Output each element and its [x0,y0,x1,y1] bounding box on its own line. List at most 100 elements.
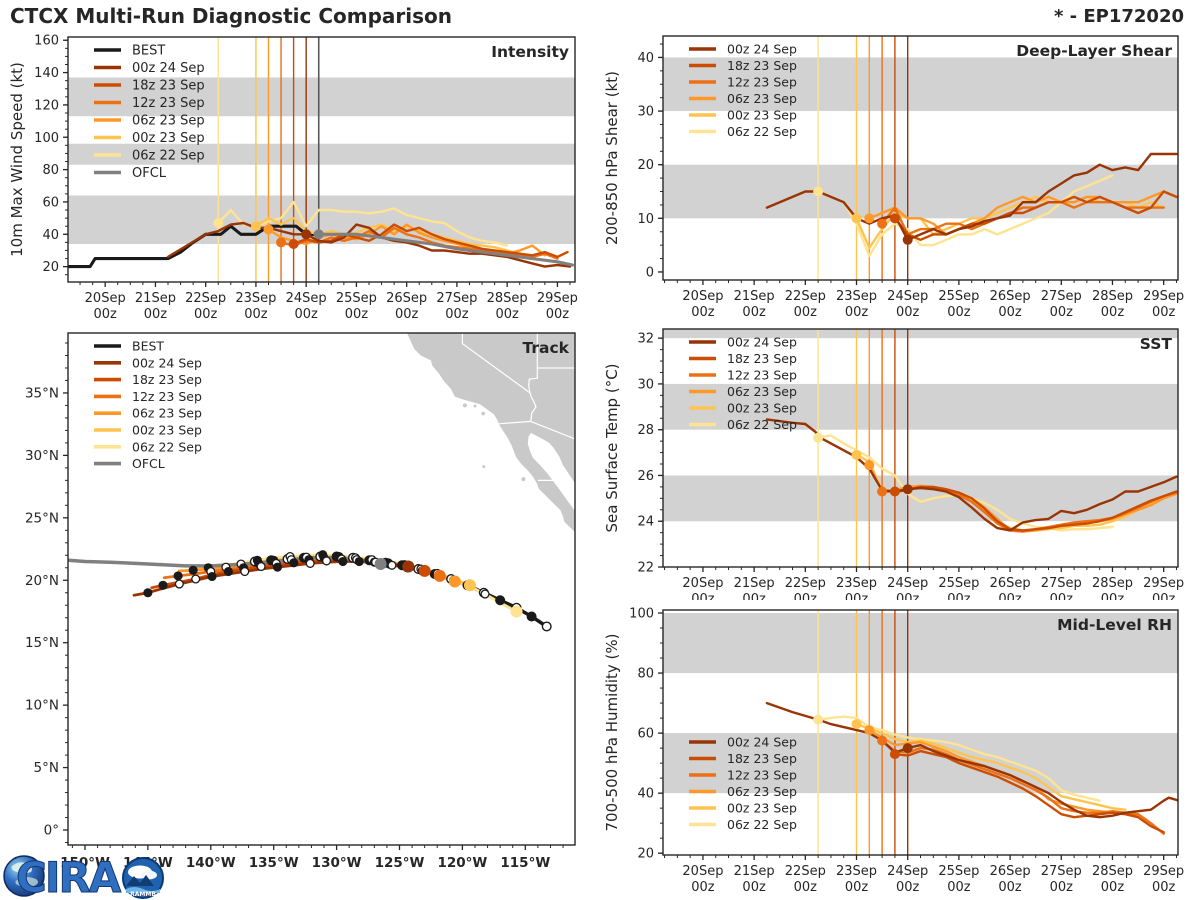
svg-text:140: 140 [34,66,59,81]
intensity-panel: 20Sep 00z 21Sep 00z 22Sep 00z 23Sep 00z 24Sep 00z… [8,34,578,318]
svg-text:Mid-Level RH: Mid-Level RH [1057,616,1172,634]
svg-text:Track: Track [523,339,570,357]
svg-text:120: 120 [34,98,59,113]
svg-text:00z 23 Sep: 00z 23 Sep [727,401,797,416]
svg-text:06z 22 Sep: 06z 22 Sep [132,149,205,164]
svg-text:15°N: 15°N [25,635,59,651]
svg-text:60: 60 [637,727,654,742]
svg-text:200-850 hPa Shear (kt): 200-850 hPa Shear (kt) [603,71,621,245]
svg-text:60: 60 [42,195,59,210]
svg-text:140°W: 140°W [186,855,236,871]
svg-text:Sea Surface Temp (°C): Sea Surface Temp (°C) [603,363,621,532]
svg-text:35°N: 35°N [25,385,59,401]
page-title: CTCX Multi-Run Diagnostic Comparison [10,4,452,28]
svg-text:00z 23 Sep: 00z 23 Sep [132,423,202,438]
svg-text:12z 23 Sep: 12z 23 Sep [727,368,797,383]
svg-text:30: 30 [637,105,654,120]
svg-text:00z 23 Sep: 00z 23 Sep [727,801,797,816]
svg-text:12z 23 Sep: 12z 23 Sep [727,75,797,90]
svg-text:18z 23 Sep: 18z 23 Sep [132,79,205,94]
svg-text:28: 28 [637,423,654,438]
svg-text:100: 100 [34,131,59,146]
svg-text:25°N: 25°N [25,510,59,526]
svg-text:40: 40 [42,228,59,243]
svg-text:100: 100 [629,607,654,622]
svg-text:30°N: 30°N [25,448,59,464]
svg-text:120°W: 120°W [437,855,487,871]
svg-text:80: 80 [637,667,654,682]
svg-text:OFCL: OFCL [132,456,165,471]
svg-text:5°N: 5°N [34,760,59,776]
svg-text:OFCL: OFCL [132,166,167,181]
svg-text:115°W: 115°W [500,855,550,871]
svg-text:12z 23 Sep: 12z 23 Sep [727,768,797,783]
svg-text:26: 26 [637,469,654,484]
sst-panel: 20Sep 00z 21Sep 00z 22Sep 00z 23Sep 00z 24Sep 00z… [603,328,1184,600]
svg-text:00z 24 Sep: 00z 24 Sep [132,355,202,370]
cira-logo-text: CIRA [16,853,122,900]
svg-text:30: 30 [637,377,654,392]
svg-text:06z 22 Sep: 06z 22 Sep [727,124,797,139]
svg-text:40: 40 [637,51,654,66]
svg-text:135°W: 135°W [249,855,299,871]
rh-panel: 20Sep 00z 21Sep 00z 22Sep 00z 23Sep 00z 24Sep 00z… [603,607,1184,895]
svg-text:Deep-Layer Shear: Deep-Layer Shear [1016,42,1172,60]
svg-text:00z 24 Sep: 00z 24 Sep [132,61,205,76]
svg-text:20°N: 20°N [25,573,59,589]
svg-text:BEST: BEST [132,339,164,354]
storm-id-label: * - EP172020 [1053,6,1184,27]
svg-text:18z 23 Sep: 18z 23 Sep [727,751,797,766]
svg-text:24: 24 [637,515,654,530]
svg-text:00z 24 Sep: 00z 24 Sep [727,735,797,750]
svg-text:32: 32 [637,332,654,347]
svg-text:0: 0 [646,265,654,280]
svg-text:00z 23 Sep: 00z 23 Sep [132,131,205,146]
svg-text:06z 22 Sep: 06z 22 Sep [727,817,797,832]
svg-text:125°W: 125°W [375,855,425,871]
svg-text:SST: SST [1140,335,1173,353]
svg-text:06z 23 Sep: 06z 23 Sep [727,384,797,399]
svg-text:00z 24 Sep: 00z 24 Sep [727,335,797,350]
svg-text:06z 23 Sep: 06z 23 Sep [132,406,202,421]
svg-text:10: 10 [637,212,654,227]
svg-text:20: 20 [637,847,654,862]
svg-text:06z 22 Sep: 06z 22 Sep [132,439,202,454]
svg-text:18z 23 Sep: 18z 23 Sep [727,58,797,73]
svg-text:40: 40 [637,787,654,802]
svg-text:20: 20 [42,260,59,275]
svg-text:10°N: 10°N [25,698,59,714]
svg-text:BEST: BEST [132,44,165,59]
svg-text:700-500 hPa Humidity (%): 700-500 hPa Humidity (%) [603,633,621,831]
svg-text:06z 23 Sep: 06z 23 Sep [727,91,797,106]
svg-text:Intensity: Intensity [491,43,569,61]
